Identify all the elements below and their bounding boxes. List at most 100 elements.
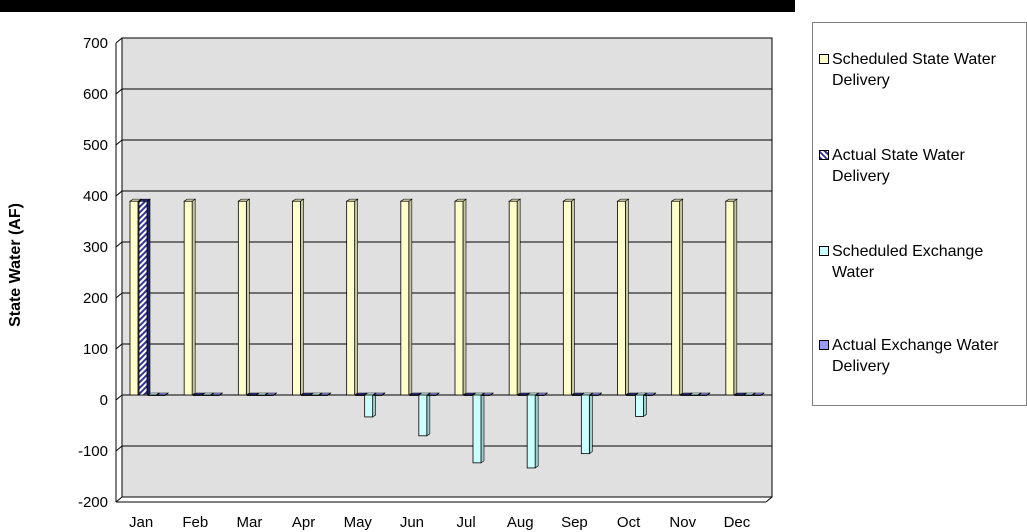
x-tick-label: Sep: [561, 514, 588, 531]
bar: [635, 394, 644, 417]
bar-side: [534, 392, 539, 469]
x-tick-label: Aug: [507, 514, 534, 531]
bar-side: [146, 198, 151, 396]
gridline-depth: [115, 445, 123, 452]
bar: [671, 200, 681, 396]
top-border-bar: [0, 0, 795, 12]
gridline-depth: [115, 292, 123, 299]
x-tick-label: Mar: [236, 514, 262, 531]
gridline-depth: [115, 190, 123, 197]
y-tick-label: 100: [83, 341, 108, 358]
bar: [743, 394, 753, 396]
bar: [138, 200, 148, 396]
bar: [472, 394, 482, 464]
bar: [310, 394, 319, 396]
bar: [508, 200, 518, 396]
bar: [689, 394, 699, 396]
y-tick-label: 500: [83, 137, 108, 154]
legend: Scheduled State Water Delivery Actual St…: [812, 22, 1027, 406]
bar: [734, 394, 744, 396]
legend-swatch-actual-exchange-water: [819, 340, 829, 350]
bar: [617, 200, 626, 396]
bar: [346, 200, 356, 396]
bar-side: [300, 198, 304, 396]
bar: [698, 394, 708, 396]
gridline-depth: [115, 496, 123, 503]
bar: [418, 394, 428, 437]
y-tick-label: -200: [78, 494, 108, 511]
bar-side: [516, 198, 521, 396]
plot-area: [121, 37, 773, 498]
bar: [463, 394, 473, 396]
legend-swatch-actual-state-water: [819, 150, 829, 160]
bar: [246, 394, 256, 396]
bar-chart: 700 600 500 400 300 200 100 0 -100 -200 Jan Feb Mar…: [7, 35, 773, 531]
bar: [129, 200, 139, 396]
bar-side: [372, 392, 376, 418]
legend-swatch-scheduled-exchange-water: [819, 246, 829, 256]
bar: [535, 394, 545, 396]
bar: [147, 394, 157, 396]
bar: [264, 394, 274, 396]
bar: [481, 394, 491, 396]
x-tick-label: Feb: [182, 514, 208, 531]
gridlines: [115, 37, 772, 503]
y-tick-label: -100: [78, 443, 108, 460]
legend-label: Actual State Water Delivery: [832, 147, 965, 185]
bar: [192, 394, 202, 396]
bar: [364, 394, 374, 418]
bar: [156, 394, 166, 396]
bar: [580, 394, 590, 455]
x-tick-label: Jul: [456, 514, 475, 531]
bar-side: [733, 198, 738, 396]
legend-item-scheduled-exchange-water: Scheduled Exchange Water: [819, 241, 1025, 283]
bar-side: [354, 198, 358, 396]
bar-side: [643, 392, 647, 417]
y-tick-labels: 700 600 500 400 300 200 100 0 -100 -200: [78, 35, 108, 511]
bar: [427, 394, 437, 396]
bar-side: [246, 198, 250, 396]
gridline-depth: [115, 394, 123, 401]
bar: [526, 394, 536, 469]
x-tick-label: Dec: [724, 514, 751, 531]
bar: [373, 394, 383, 396]
bar-side: [426, 392, 431, 437]
bar: [752, 394, 762, 396]
y-tick-label: 300: [83, 239, 108, 256]
x-tick-labels: Jan Feb Mar Apr May Jun Jul Aug Sep Oct Nov Dec: [129, 514, 751, 531]
bar: [183, 200, 193, 396]
bar: [644, 394, 653, 396]
bar: [201, 394, 211, 396]
x-tick-label: Nov: [669, 514, 696, 531]
bar-side: [462, 198, 467, 396]
bar: [255, 394, 265, 396]
bar: [626, 394, 635, 396]
x-axis-depth: [765, 496, 773, 503]
x-tick-label: Apr: [292, 514, 315, 531]
gridline-depth: [115, 88, 123, 95]
legend-label: Scheduled State Water Delivery: [832, 51, 996, 89]
bar: [454, 200, 464, 396]
y-tick-label: 0: [100, 392, 108, 409]
gridline-depth: [115, 241, 123, 248]
y-axis-label: State Water (AF): [7, 203, 24, 327]
bar: [571, 394, 581, 396]
y-tick-label: 700: [83, 35, 108, 52]
gridline-depth: [115, 343, 123, 350]
x-tick-label: Jun: [400, 514, 424, 531]
y-tick-label: 400: [83, 188, 108, 205]
bar: [301, 394, 310, 396]
legend-label: Actual Exchange Water Delivery: [832, 337, 999, 375]
gridline-depth: [115, 37, 123, 44]
bar-side: [679, 198, 683, 396]
legend-label: Scheduled Exchange Water: [832, 243, 984, 281]
bar: [680, 394, 690, 396]
plot-background: [121, 37, 773, 498]
x-tick-label: Oct: [617, 514, 641, 531]
bar: [400, 200, 410, 396]
bar: [237, 200, 247, 396]
y-tick-label: 600: [83, 86, 108, 103]
bar: [589, 394, 599, 396]
bar: [319, 394, 328, 396]
bar-side: [625, 198, 629, 396]
